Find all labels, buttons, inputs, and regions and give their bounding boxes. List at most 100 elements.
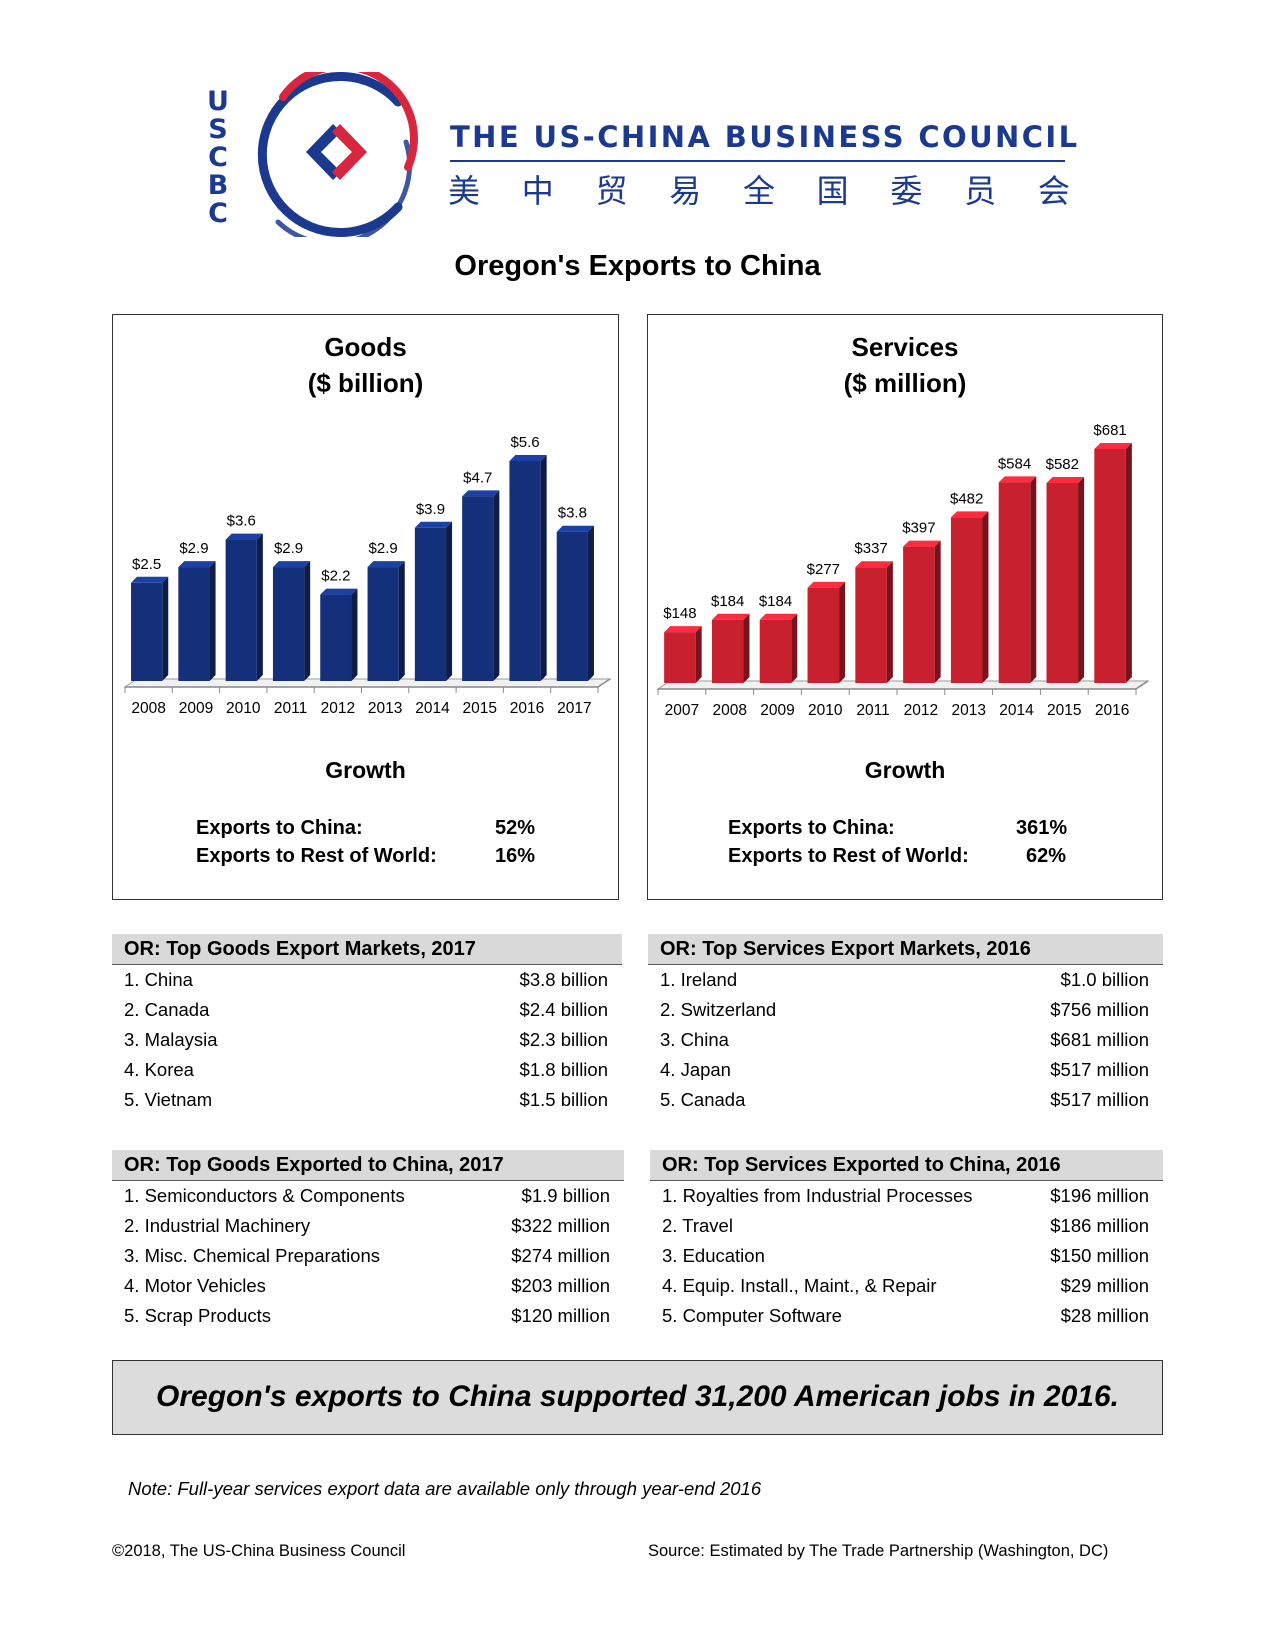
row-value: $1.9 billion (521, 1185, 610, 1206)
table-row: 5. Computer Software $28 million (650, 1301, 1163, 1331)
bar (711, 619, 744, 683)
bar (178, 567, 210, 681)
bar-top (711, 613, 750, 620)
bar-side (1125, 443, 1132, 683)
services-markets-table: OR: Top Services Export Markets, 2016 1.… (648, 934, 1163, 1115)
services-chart-title: Services ($ million) (648, 329, 1162, 401)
services-panel: Services ($ million) $148 2007 $184 2008 $18… (647, 314, 1163, 900)
data-label: $5.6 (510, 434, 539, 451)
bar-top (950, 511, 989, 518)
goods-growth-world-label: Exports to Rest of World: (196, 845, 437, 867)
table-header: OR: Top Goods Export Markets, 2017 (112, 934, 622, 965)
bar-top (556, 525, 594, 532)
row-value: $203 million (511, 1275, 610, 1296)
x-tick-label: 2008 (131, 700, 165, 717)
services-to-china-table: OR: Top Services Exported to China, 2016… (650, 1150, 1163, 1331)
x-tick-label: 2010 (808, 702, 843, 719)
bar (855, 567, 887, 683)
chinese-char: 中 (521, 172, 554, 210)
bar (759, 619, 792, 683)
services-bar-chart: $148 2007 $184 2008 $184 2009 $277 2010 $337 2011… (656, 422, 1150, 719)
table-row: 2. Switzerland $756 million (648, 995, 1163, 1025)
services-growth-china-label: Exports to China: (728, 817, 895, 839)
bar (1094, 449, 1126, 683)
row-name: 3. Education (662, 1245, 765, 1266)
table-row: 3. China $681 million (648, 1025, 1163, 1055)
table-row: 1. Ireland $1.0 billion (648, 965, 1163, 995)
bar-top (855, 561, 893, 568)
row-value: $681 million (1050, 1029, 1149, 1050)
data-label: $4.7 (463, 469, 492, 486)
bar-side (886, 561, 893, 683)
row-value: $517 million (1050, 1059, 1149, 1080)
bar-top (414, 521, 453, 528)
council-name: THE US-CHINA BUSINESS COUNCIL (450, 120, 1080, 154)
row-name: 1. Semiconductors & Components (124, 1185, 405, 1206)
row-name: 5. Canada (660, 1089, 746, 1110)
data-label: $584 (998, 455, 1031, 472)
bar-side (209, 561, 216, 681)
row-name: 4. Motor Vehicles (124, 1275, 266, 1296)
table-header: OR: Top Services Export Markets, 2016 (648, 934, 1163, 965)
row-value: $274 million (511, 1245, 610, 1266)
logo-letters: U S C B C (203, 88, 233, 228)
table-row: 2. Travel $186 million (650, 1211, 1163, 1241)
bar-side (934, 540, 941, 683)
x-tick-label: 2015 (1047, 702, 1081, 719)
row-name: 3. Misc. Chemical Preparations (124, 1245, 381, 1266)
logo-letter: B (207, 170, 229, 201)
table-row: 4. Motor Vehicles $203 million (112, 1271, 624, 1301)
bar-top (131, 576, 169, 583)
x-tick-label: 2015 (463, 700, 497, 717)
goods-to-china-table: OR: Top Goods Exported to China, 2017 1.… (112, 1150, 624, 1331)
goods-panel: Goods ($ billion) $2.5 2008 $2.9 2009 $3.6 20… (112, 314, 619, 900)
row-value: $1.0 billion (1060, 969, 1149, 990)
data-label: $3.8 (558, 505, 587, 522)
bar (664, 632, 696, 683)
data-label: $184 (759, 593, 792, 610)
goods-markets-table: OR: Top Goods Export Markets, 2017 1. Ch… (112, 934, 622, 1115)
source-credit: Source: Estimated by The Trade Partnersh… (648, 1542, 1109, 1560)
x-tick-label: 2011 (274, 700, 307, 717)
logo-letter: U (207, 86, 229, 117)
x-axis-depth (597, 678, 611, 688)
bar-side (587, 525, 594, 681)
row-value: $186 million (1050, 1215, 1149, 1236)
logo-letter: S (208, 114, 228, 145)
row-name: 5. Vietnam (124, 1089, 213, 1110)
data-note: Note: Full-year services export data are… (128, 1478, 762, 1499)
x-tick-label: 2016 (510, 700, 544, 717)
bar (225, 539, 257, 681)
x-tick-label: 2007 (665, 702, 699, 719)
chinese-char: 美 (448, 172, 481, 210)
row-value: $322 million (511, 1215, 610, 1236)
data-label: $2.9 (369, 540, 398, 557)
x-tick-label: 2012 (321, 700, 355, 717)
x-tick-label: 2016 (1095, 702, 1129, 719)
bar-side (493, 490, 500, 681)
table-row: 1. China $3.8 billion (112, 965, 622, 995)
table-row: 3. Misc. Chemical Preparations $274 milli… (112, 1241, 624, 1271)
chinese-char: 贸 (595, 172, 628, 210)
table-row: 5. Vietnam $1.5 billion (112, 1085, 622, 1115)
row-name: 5. Scrap Products (124, 1305, 272, 1326)
bar (414, 527, 447, 681)
row-value: $29 million (1060, 1275, 1149, 1296)
data-label: $397 (902, 520, 935, 537)
bar-top (807, 581, 846, 588)
bar (367, 567, 399, 681)
bar-side (1078, 477, 1085, 683)
x-tick-label: 2010 (226, 700, 261, 717)
table-row: 2. Industrial Machinery $322 million (112, 1211, 624, 1241)
row-name: 2. Switzerland (660, 999, 777, 1020)
services-title-line1: Services (851, 332, 959, 362)
council-divider (450, 160, 1065, 162)
x-tick-label: 2012 (904, 702, 938, 719)
x-tick-label: 2013 (951, 702, 985, 719)
table-row: 5. Canada $517 million (648, 1085, 1163, 1115)
data-label: $184 (711, 593, 744, 610)
bar-side (791, 613, 798, 683)
data-label: $148 (663, 605, 696, 622)
table-row: 1. Semiconductors & Components $1.9 billi… (112, 1181, 624, 1211)
table-row: 5. Scrap Products $120 million (112, 1301, 624, 1331)
